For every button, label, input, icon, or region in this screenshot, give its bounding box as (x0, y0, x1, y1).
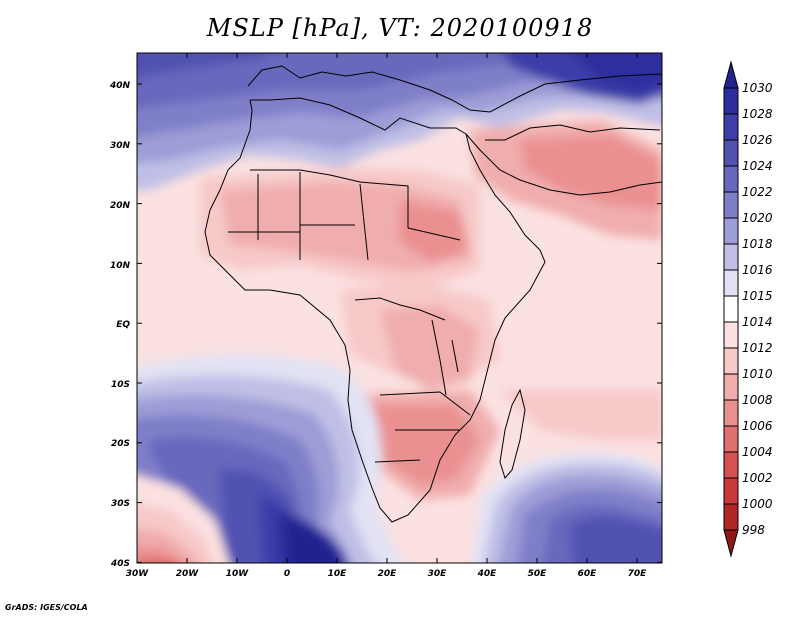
colorbar-swatch (723, 217, 739, 245)
colorbar-swatch (723, 139, 739, 167)
colorbar-label: 1022 (742, 185, 773, 199)
colorbar-label: 1024 (742, 159, 773, 173)
colorbar-label: 1015 (742, 289, 773, 303)
lon-label: 20E (378, 569, 398, 579)
colorbar-swatch (723, 269, 739, 297)
lon-axis: 30W 20W 10W 0 10E 20E 30E 40E 50E 60E 70… (126, 569, 647, 579)
lat-label: 10N (110, 261, 131, 271)
lon-label: 70E (628, 569, 648, 579)
colorbar: 1030 1028 1026 1024 1022 1020 1018 1016 1015 1014… (723, 60, 773, 558)
coastlines (204, 65, 662, 523)
colorbar-label: 1008 (742, 393, 773, 407)
colorbar-swatch (723, 191, 739, 219)
lon-label: 10W (226, 569, 250, 579)
lon-label: 60E (578, 569, 598, 579)
colorbar-label: 1020 (742, 211, 773, 225)
lat-label: EQ (116, 320, 130, 330)
colorbar-label: 1014 (742, 315, 773, 329)
colorbar-label: 1030 (742, 81, 773, 95)
colorbar-swatch (723, 451, 739, 479)
lat-label: 40S (110, 559, 130, 569)
lat-axis: 40N 30N 20N 10N EQ 10S 20S 30S 40S (109, 81, 131, 569)
colorbar-cap-top (723, 60, 739, 89)
colorbar-swatch (723, 347, 739, 375)
lat-label: 20N (110, 201, 131, 211)
colorbar-swatch (723, 113, 739, 141)
lon-label: 10E (328, 569, 348, 579)
colorbar-label: 1004 (742, 445, 773, 459)
lat-label: 10S (111, 380, 130, 390)
colorbar-swatch (723, 165, 739, 193)
colorbar-label: 1026 (742, 133, 773, 147)
lon-label: 30W (126, 569, 150, 579)
colorbar-swatch (723, 243, 739, 271)
colorbar-swatch (723, 87, 739, 115)
lat-label: 30S (111, 499, 130, 509)
colorbar-label: 1016 (742, 263, 773, 277)
lat-label: 40N (109, 81, 131, 91)
lat-label: 30N (110, 141, 131, 151)
colorbar-label: 1012 (742, 341, 773, 355)
colorbar-label: 1002 (742, 471, 773, 485)
colorbar-swatch (723, 503, 739, 531)
colorbar-label: 1028 (742, 107, 773, 121)
pressure-field (137, 53, 662, 563)
grads-credit: GrADS: IGES/COLA (5, 603, 88, 612)
colorbar-label: 1018 (742, 237, 773, 251)
plot-frame (136, 52, 663, 564)
colorbar-swatch (723, 425, 739, 453)
map-title: MSLP [hPa], VT: 2020100918 (206, 14, 594, 42)
axis-ticks (136, 53, 662, 563)
colorbar-label: 1000 (742, 497, 773, 511)
colorbar-swatch (723, 373, 739, 401)
colorbar-label: 1006 (742, 419, 773, 433)
colorbar-label: 998 (742, 523, 765, 537)
colorbar-swatch (723, 477, 739, 505)
colorbar-swatch (723, 295, 739, 323)
colorbar-label: 1010 (742, 367, 773, 381)
lon-label: 20W (176, 569, 200, 579)
colorbar-swatch (723, 399, 739, 427)
lon-label: 0 (284, 569, 290, 579)
colorbar-cap-bottom (723, 529, 739, 558)
lon-label: 40E (477, 569, 498, 579)
lon-label: 30E (428, 569, 448, 579)
lat-label: 20S (111, 439, 130, 449)
lon-label: 50E (528, 569, 548, 579)
colorbar-swatch (723, 321, 739, 349)
